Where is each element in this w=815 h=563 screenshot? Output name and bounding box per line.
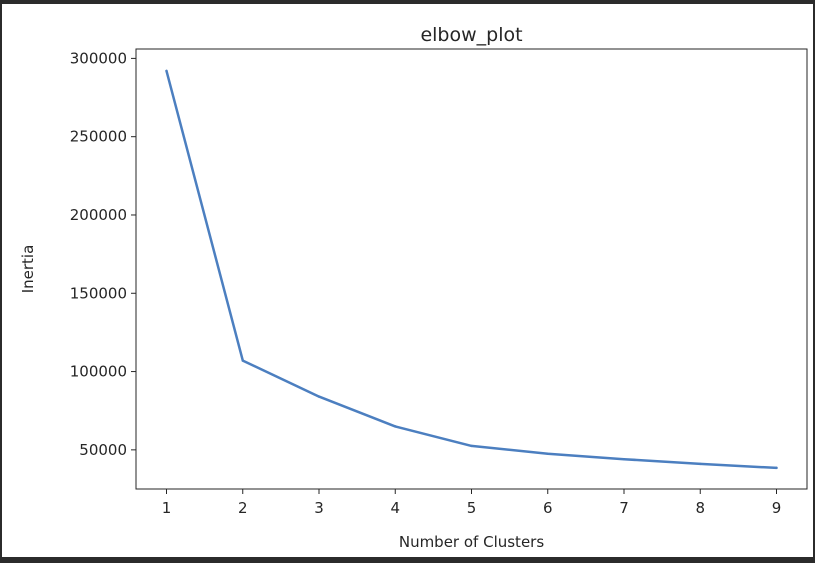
data-point [699, 462, 702, 466]
x-tick-label: 7 [619, 499, 629, 517]
y-axis: 50000 100000 150000 200000 250000 300000 [70, 49, 136, 459]
data-point [622, 458, 626, 461]
data-point [775, 466, 778, 470]
y-axis-label: Inertia [19, 245, 37, 294]
x-tick-label: 8 [695, 499, 705, 517]
x-tick-label: 3 [314, 499, 324, 517]
x-tick-label: 1 [162, 499, 172, 517]
x-tick-label: 9 [772, 499, 782, 517]
elbow-chart: elbow_plot 1 2 3 4 5 6 7 8 9 50000 100000 150000 20… [19, 24, 808, 551]
y-tick-label: 100000 [70, 363, 127, 381]
x-tick-label: 4 [390, 499, 400, 517]
x-tick-label: 2 [238, 499, 248, 517]
data-point [241, 359, 244, 362]
y-tick-label: 150000 [70, 284, 127, 302]
data-point [165, 69, 168, 73]
data-point [546, 452, 549, 455]
x-axis-label: Number of Clusters [399, 533, 544, 551]
y-tick-label: 50000 [79, 441, 127, 459]
data-point [394, 425, 397, 428]
y-tick-label: 200000 [70, 206, 127, 224]
inertia-line [165, 69, 778, 470]
data-point [470, 444, 473, 448]
y-tick-label: 250000 [70, 128, 127, 146]
x-tick-label: 6 [543, 499, 553, 517]
chart-title: elbow_plot [420, 24, 522, 46]
data-point [317, 395, 321, 398]
plot-area [135, 48, 808, 490]
data-points [165, 69, 778, 470]
x-tick-label: 5 [467, 499, 477, 517]
x-axis: 1 2 3 4 5 6 7 8 9 [162, 489, 782, 517]
y-tick-label: 300000 [70, 49, 127, 67]
